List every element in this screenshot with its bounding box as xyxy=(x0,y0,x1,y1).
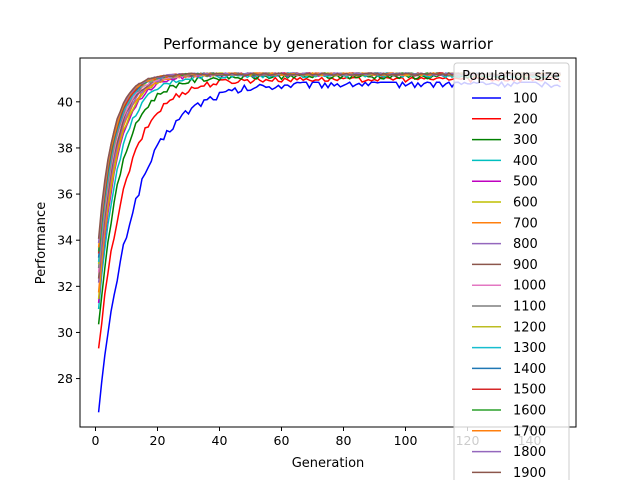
legend-label-700: 700 xyxy=(513,216,538,231)
legend-label-600: 600 xyxy=(513,196,538,211)
x-tick-label: 20 xyxy=(150,433,166,448)
legend-label-1300: 1300 xyxy=(513,341,546,356)
legend-label-1000: 1000 xyxy=(513,279,546,294)
x-tick-label: 100 xyxy=(394,433,418,448)
legend-label-1500: 1500 xyxy=(513,383,546,398)
legend-label-1100: 1100 xyxy=(513,300,546,315)
legend-title: Population size xyxy=(462,69,560,84)
legend: Population size 100 200 300 400 500 600 700 800… xyxy=(453,62,570,480)
y-tick-label: 40 xyxy=(57,94,73,109)
y-tick-label: 28 xyxy=(57,371,73,386)
x-tick-label: 40 xyxy=(212,433,228,448)
legend-label-200: 200 xyxy=(513,112,538,127)
y-axis-label: Performance xyxy=(34,202,49,284)
legend-box xyxy=(453,62,570,480)
legend-label-500: 500 xyxy=(513,175,538,190)
legend-label-100: 100 xyxy=(513,92,538,107)
y-tick-label: 30 xyxy=(57,325,73,340)
legend-label-400: 400 xyxy=(513,154,538,169)
x-tick-label: 0 xyxy=(92,433,100,448)
legend-label-1900: 1900 xyxy=(513,466,546,480)
x-tick-label: 80 xyxy=(336,433,352,448)
legend-label-800: 800 xyxy=(513,237,538,252)
chart-title: Performance by generation for class warr… xyxy=(163,35,494,53)
y-tick-label: 32 xyxy=(57,279,73,294)
legend-label-900: 900 xyxy=(513,258,538,273)
x-axis-label: Generation xyxy=(292,456,365,471)
y-tick-label: 38 xyxy=(57,140,73,155)
plot-area-frame xyxy=(79,57,577,428)
legend-label-300: 300 xyxy=(513,133,538,148)
legend-label-1400: 1400 xyxy=(513,362,546,377)
legend-items: 100 200 300 400 500 600 700 800 900 1000 1100 1200 1… xyxy=(472,92,546,480)
legend-label-1800: 1800 xyxy=(513,445,546,460)
x-tick-label: 60 xyxy=(274,433,290,448)
legend-label-1200: 1200 xyxy=(513,320,546,335)
y-axis-ticks: 28 30 32 34 36 38 40 xyxy=(57,94,80,386)
y-tick-label: 34 xyxy=(57,233,73,248)
legend-label-1700: 1700 xyxy=(513,424,546,439)
legend-label-1600: 1600 xyxy=(513,404,546,419)
y-tick-label: 36 xyxy=(57,187,73,202)
